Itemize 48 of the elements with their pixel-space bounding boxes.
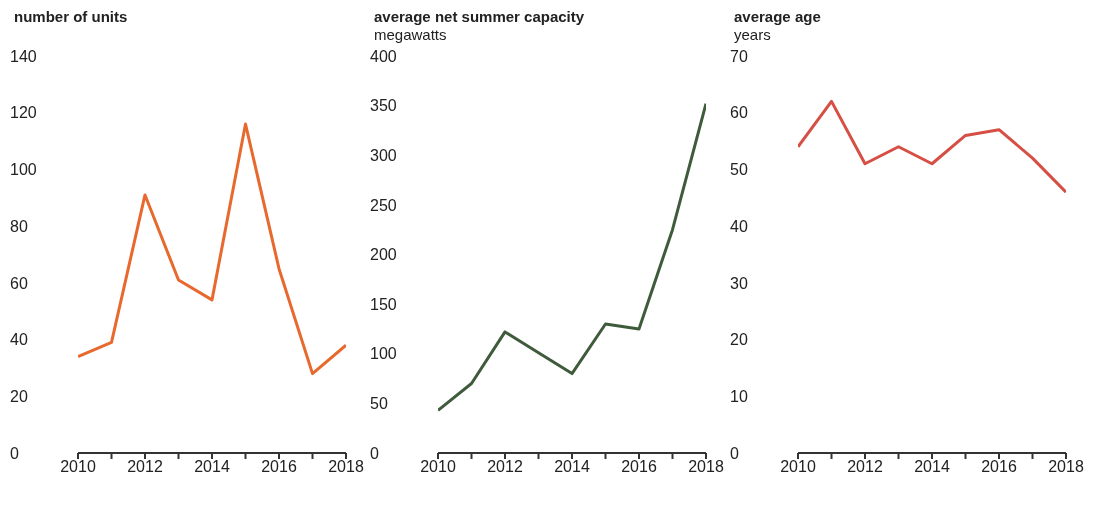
line-series [438,102,706,412]
y-axis-title: megawatts [373,26,448,44]
y-axis-title: years [733,26,772,44]
y-tick-label: 30 [730,274,748,292]
y-tick-label: 0 [730,444,739,462]
y-tick-label: 120 [10,104,37,122]
y-tick-label: 10 [730,387,748,405]
x-tick-label: 2018 [328,458,364,476]
line-series [78,122,346,376]
chart-title: average age [733,8,822,26]
y-tick-label: 40 [10,331,28,349]
y-tick-label: 0 [370,444,379,462]
x-tick-label: 2012 [127,458,163,476]
x-tick-label: 2010 [780,458,816,476]
y-tick-label: 250 [370,196,397,214]
x-tick-label: 2016 [621,458,657,476]
x-tick-label: 2012 [847,458,883,476]
x-tick-label: 2010 [60,458,96,476]
x-tick-label: 2012 [487,458,523,476]
line-series [798,99,1066,194]
y-tick-label: 20 [730,331,748,349]
y-tick-label: 40 [730,217,748,235]
x-tick-label: 2018 [1048,458,1084,476]
y-tick-label: 20 [10,387,28,405]
x-tick-label: 2014 [194,458,230,476]
chart-title: average net summer capacity [373,8,586,26]
x-tick-label: 2010 [420,458,456,476]
x-tick-label: 2014 [554,458,590,476]
y-tick-label: 100 [10,161,37,179]
y-tick-label: 0 [10,444,19,462]
y-tick-label: 60 [10,274,28,292]
y-tick-label: 150 [370,295,397,313]
x-tick-label: 2018 [688,458,724,476]
y-tick-label: 140 [10,47,37,65]
y-tick-label: 50 [370,395,388,413]
y-tick-label: 350 [370,97,397,115]
y-tick-label: 400 [370,47,397,65]
y-tick-label: 60 [730,104,748,122]
x-tick-label: 2014 [914,458,950,476]
x-tick-label: 2016 [261,458,297,476]
y-tick-label: 200 [370,246,397,264]
chart-title: number of units [13,8,129,26]
y-tick-label: 50 [730,161,748,179]
y-tick-label: 300 [370,146,397,164]
y-tick-label: 100 [370,345,397,363]
y-tick-label: 80 [10,217,28,235]
x-tick-label: 2016 [981,458,1017,476]
y-tick-label: 70 [730,47,748,65]
